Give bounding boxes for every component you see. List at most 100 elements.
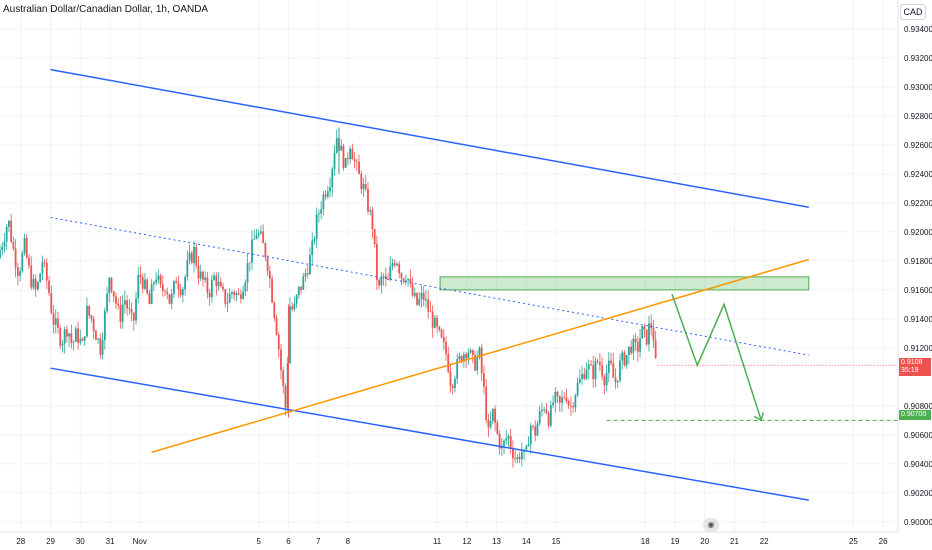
candle-body [384,276,387,279]
candle-body [103,311,106,341]
candle-body [311,240,314,256]
candle-body [411,283,414,296]
candle-body [554,391,557,403]
price-tick-label: 0.92400 [904,170,932,179]
candle-body [222,286,224,290]
candle-body [170,293,173,304]
candle-body [295,295,298,304]
projection-arrowhead [753,412,764,422]
candle-body [380,277,383,286]
candle-body [505,438,508,441]
candle-body [144,279,146,289]
candle-body [451,385,454,388]
currency-button[interactable]: CAD [900,4,926,20]
candle-body [436,317,439,327]
candle-body [561,397,563,403]
candle-body [616,380,619,383]
candle-body [612,363,615,378]
candle-body [340,145,343,151]
candle-body [157,275,160,280]
candle-body [297,286,300,296]
candle-body [195,246,198,266]
orange-trendline [151,258,810,453]
time-tick-label: 22 [760,537,769,546]
candle-body [648,323,650,345]
candle-body [574,395,577,408]
candle-body [476,357,479,371]
candle-body [407,279,410,281]
time-tick-label: 8 [346,537,351,546]
candle-body [202,271,204,280]
price-tick-label: 0.91800 [904,257,932,266]
candle-body [168,294,171,304]
candle-body [12,241,15,249]
candle-body [181,289,184,296]
candle-body [39,273,42,283]
candle-body [605,372,608,386]
channel-upper-line [50,68,809,209]
candle-body [456,359,459,379]
price-tick-label: 0.93200 [904,54,932,63]
candle-body [262,231,265,244]
candle-body [362,183,365,190]
candle-body [418,298,421,305]
candle-body [462,354,465,362]
candle-body [371,210,374,230]
candle-body [70,333,73,343]
candle-body [433,317,436,328]
price-tick-label: 0.92600 [904,141,932,150]
candle-body [525,446,528,450]
price-tick-label: 0.90200 [904,489,932,498]
candle-body [108,277,111,294]
candle-body [293,303,296,310]
candle-body [322,194,325,210]
candle-body [123,300,126,305]
candle-body [404,280,407,283]
candle-body [641,326,644,339]
candle-body [639,338,641,352]
candle-body [10,220,13,242]
candle-body [271,278,273,303]
candle-body [387,278,389,280]
candle-body [552,402,554,406]
time-axis[interactable]: 28 29 30 31 Nov 5 6 7 8 11 12 13 14 15 18 19 20 21 22 25 26 [0,531,898,546]
symbol-title: Australian Dollar/Canadian Dollar, 1h, O… [3,4,209,15]
candle-body [257,233,260,236]
candle-body [507,436,510,439]
candle-body [427,299,430,312]
candle-body [632,338,635,353]
candle-body [645,329,648,345]
candle-body [594,361,597,380]
candle-body [413,292,416,296]
candle-body [246,263,249,283]
tradingview-logo-icon[interactable]: ◉ [703,518,719,532]
candle-body [302,276,305,290]
candle-body [358,161,360,174]
candle-body [614,377,617,383]
candle-body [344,158,347,168]
time-tick-label: Nov [133,537,147,546]
candle-body [217,281,220,287]
channel-lower-line [50,367,809,501]
resistance-zone-rect [439,276,810,291]
last-price-tag: 0.9108 35:19 [899,358,931,376]
candle-body [177,283,180,290]
price-axis[interactable]: 0.93400 0.93200 0.93000 0.92800 0.92600 0.924… [897,0,932,550]
candle-body [110,277,113,292]
time-tick-label: 30 [76,537,85,546]
candle-body [3,241,6,247]
candle-body [159,275,162,285]
candle-body [329,187,331,192]
candle-body [396,263,398,266]
candle-body [532,425,534,427]
candle-body [342,145,345,168]
candle-body [291,306,294,310]
candle-body [59,327,62,346]
candle-body [161,284,164,291]
candle-body [115,296,117,304]
candle-body [175,281,178,284]
candle-body [88,305,91,316]
candle-body [90,315,93,320]
candle-body [442,337,445,342]
